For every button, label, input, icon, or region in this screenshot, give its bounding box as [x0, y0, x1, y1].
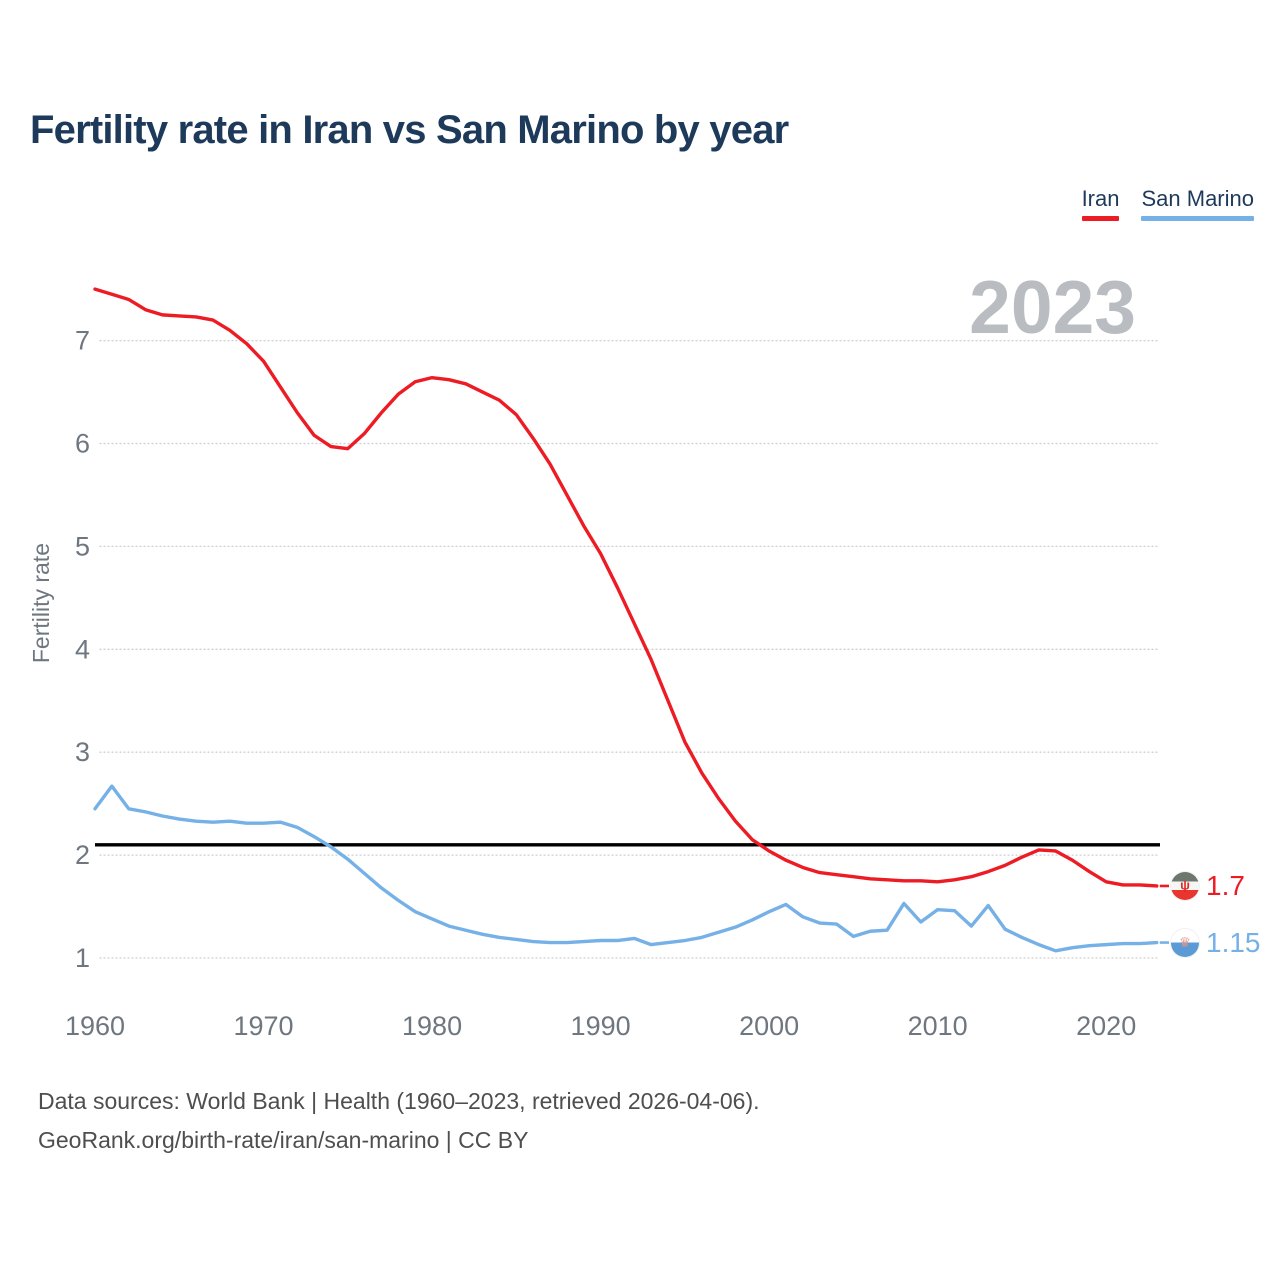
- x-tick-label: 1980: [402, 1011, 462, 1041]
- san-marino-end-value: 1.15: [1206, 926, 1261, 958]
- x-tick-label: 1960: [65, 1011, 125, 1041]
- data-source-footer: Data sources: World Bank | Health (1960–…: [38, 1082, 760, 1160]
- end-label-iran: ψ 1.7: [1171, 869, 1245, 901]
- footer-line-2[interactable]: GeoRank.org/birth-rate/iran/san-marino |…: [38, 1127, 529, 1153]
- y-axis-title: Fertility rate: [28, 543, 54, 664]
- legend-label-iran: Iran: [1081, 186, 1120, 211]
- y-tick-label: 4: [75, 634, 90, 664]
- x-tick-label: 1970: [233, 1011, 293, 1041]
- x-tick-label: 2020: [1076, 1011, 1136, 1041]
- y-tick-label: 7: [75, 326, 90, 356]
- year-watermark: 2023: [969, 265, 1136, 349]
- iran-emblem-icon: ψ: [1180, 877, 1190, 893]
- plot-area: 1 2 3 4 5 6 7 1960 1970 1980 1990 2000 2010 2020: [65, 287, 1169, 1041]
- legend-label-san-marino: San Marino: [1141, 186, 1254, 211]
- y-tick-label: 1: [75, 943, 90, 973]
- y-tick-label: 3: [75, 737, 90, 767]
- san-marino-flag-icon: ♛: [1171, 928, 1199, 957]
- legend-underline-iran: [1081, 216, 1120, 221]
- legend-item-iran[interactable]: Iran: [1081, 186, 1120, 221]
- y-tick-label: 6: [75, 429, 90, 459]
- end-label-san-marino: ♛ 1.15: [1171, 926, 1261, 958]
- iran-end-value: 1.7: [1206, 869, 1245, 901]
- legend-item-san-marino[interactable]: San Marino: [1141, 186, 1254, 221]
- legend-underline-san-marino: [1141, 216, 1254, 221]
- series-line-san-marino: [93, 784, 1159, 953]
- x-tick-label: 2010: [908, 1011, 968, 1041]
- x-tick-label: 1990: [571, 1011, 631, 1041]
- page-title: Fertility rate in Iran vs San Marino by …: [30, 108, 789, 152]
- x-tick-label: 2000: [739, 1011, 799, 1041]
- y-tick-label: 2: [75, 840, 90, 870]
- legend: Iran San Marino: [1081, 186, 1254, 221]
- series-line-iran: [93, 287, 1159, 888]
- iran-flag-icon: ψ: [1171, 871, 1199, 900]
- san-marino-emblem-icon: ♛: [1179, 934, 1191, 950]
- footer-line-1: Data sources: World Bank | Health (1960–…: [38, 1088, 760, 1114]
- y-tick-label: 5: [75, 531, 90, 561]
